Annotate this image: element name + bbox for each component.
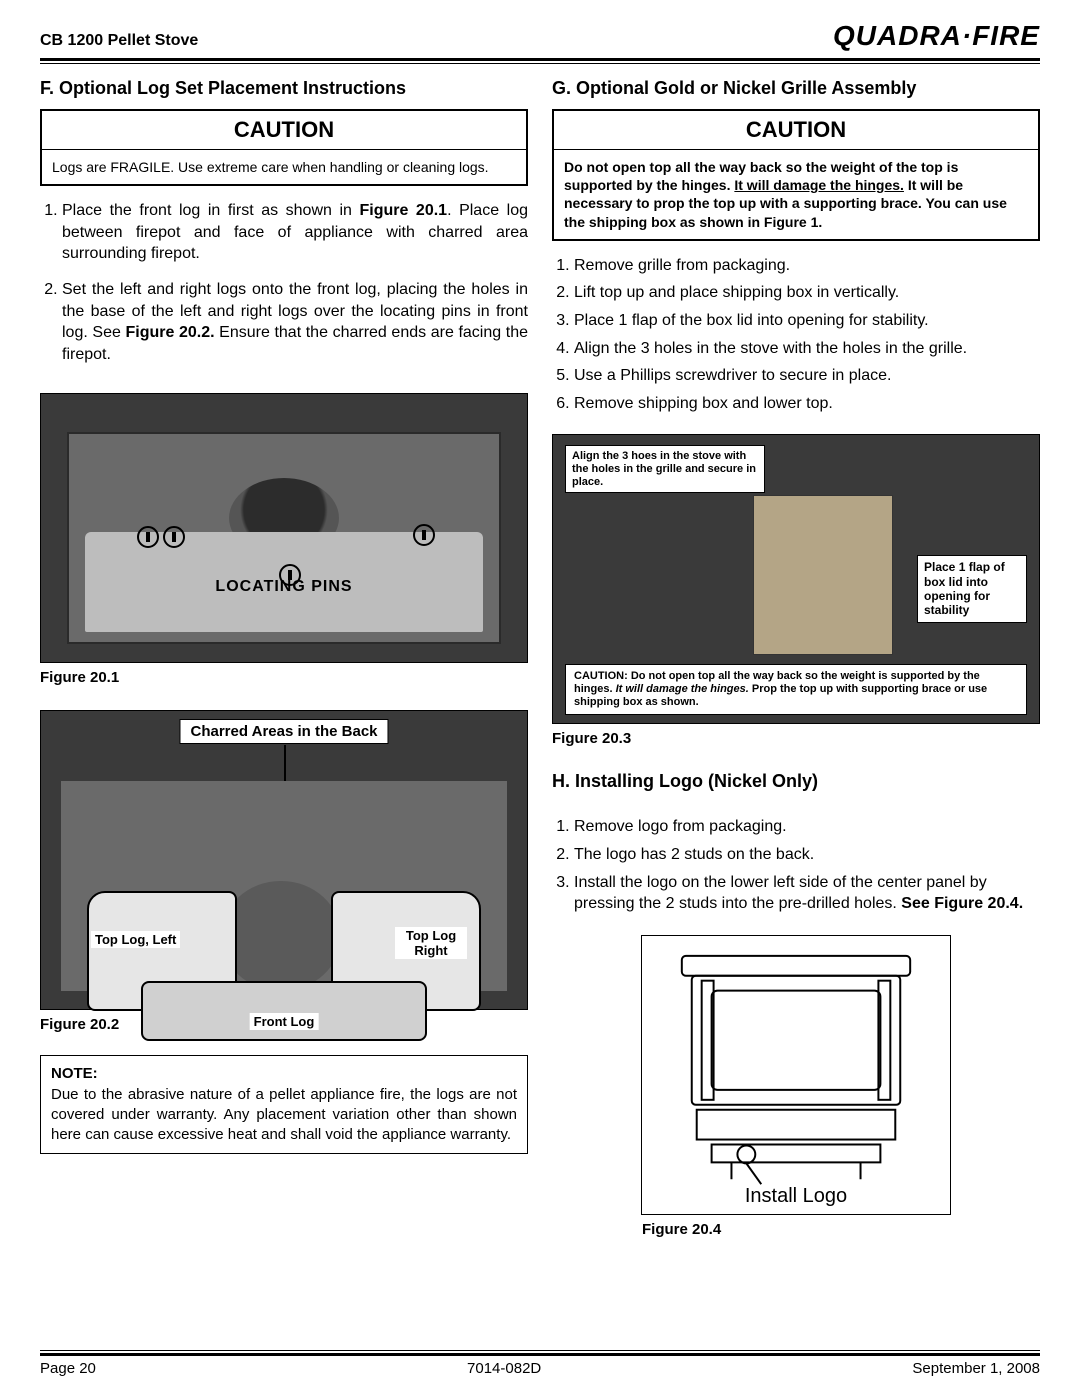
step-h2: The logo has 2 studs on the back.: [574, 844, 1040, 866]
figure-20-2: Charred Areas in the Back Top Log, Left …: [40, 710, 528, 1010]
fig2-firepot: [221, 881, 341, 991]
figure-20-3-caption: Figure 20.3: [552, 730, 1040, 747]
step-f2-figref: Figure 20.2.: [125, 324, 214, 341]
left-column: F. Optional Log Set Placement Instructio…: [40, 72, 528, 1340]
step-g1: Remove grille from packaging.: [574, 255, 1040, 277]
figure-20-4-caption: Figure 20.4: [642, 1221, 1040, 1238]
footer-date: September 1, 2008: [912, 1360, 1040, 1377]
header-rule-thin: [40, 63, 1040, 64]
fig2-front-log: [141, 981, 427, 1041]
section-h-title: H. Installing Logo (Nickel Only): [552, 771, 1040, 792]
step-f2: Set the left and right logs onto the fro…: [62, 279, 528, 365]
content-columns: F. Optional Log Set Placement Instructio…: [40, 72, 1040, 1340]
step-g6: Remove shipping box and lower top.: [574, 393, 1040, 415]
fig3-callout-caution: CAUTION: Do not open top all the way bac…: [565, 664, 1027, 716]
caution-body-f: Logs are FRAGILE. Use extreme care when …: [42, 150, 526, 184]
fig3-c3-i: It will damage the hinges.: [616, 683, 749, 695]
step-g5: Use a Phillips screwdriver to secure in …: [574, 365, 1040, 387]
header-rule-thick: [40, 58, 1040, 61]
stove-illustration: [642, 936, 950, 1214]
section-f-steps: Place the front log in first as shown in…: [62, 200, 528, 379]
fig2-label-right: Top Log Right: [395, 927, 467, 959]
caution-title-f: CAUTION: [42, 111, 526, 150]
right-column: G. Optional Gold or Nickel Grille Assemb…: [552, 72, 1040, 1340]
brand-logo: QUADRA·FIRE: [833, 20, 1040, 52]
fig2-interior: Top Log, Left Top Log Right Front Log: [61, 781, 507, 991]
step-g4: Align the 3 holes in the stove with the …: [574, 338, 1040, 360]
footer-doc: 7014-082D: [467, 1360, 541, 1377]
figure-20-1: LOCATING PINS: [40, 393, 528, 663]
figure-20-1-caption: Figure 20.1: [40, 669, 528, 686]
fig1-label: LOCATING PINS: [215, 578, 352, 596]
fig3-callout-flap: Place 1 flap of box lid into opening for…: [917, 555, 1027, 623]
step-f1-figref: Figure 20.1: [359, 202, 447, 219]
figure-20-3: Align the 3 hoes in the stove with the h…: [552, 434, 1040, 724]
section-f-title: F. Optional Log Set Placement Instructio…: [40, 78, 528, 99]
step-h3: Install the logo on the lower left side …: [574, 872, 1040, 915]
fig3-shipping-box: [753, 495, 893, 655]
section-g-steps: Remove grille from packaging. Lift top u…: [574, 255, 1040, 421]
step-h1: Remove logo from packaging.: [574, 816, 1040, 838]
figure-20-4: Install Logo: [641, 935, 951, 1215]
caution-title-g: CAUTION: [554, 111, 1038, 150]
fig1-interior: LOCATING PINS: [67, 432, 501, 644]
fig2-title: Charred Areas in the Back: [179, 719, 388, 744]
section-g-title: G. Optional Gold or Nickel Grille Assemb…: [552, 78, 1040, 99]
section-h-steps: Remove logo from packaging. The logo has…: [574, 816, 1040, 920]
fig4-install-logo-label: Install Logo: [642, 1185, 950, 1208]
product-title: CB 1200 Pellet Stove: [40, 32, 198, 50]
step-g2: Lift top up and place shipping box in ve…: [574, 282, 1040, 304]
footer-rule-thick: [40, 1353, 1040, 1356]
step-g3: Place 1 flap of the box lid into opening…: [574, 310, 1040, 332]
note-body: Due to the abrasive nature of a pellet a…: [51, 1086, 517, 1144]
step-h3-figref: See Figure 20.4.: [901, 895, 1023, 912]
fig3-callout-align: Align the 3 hoes in the stove with the h…: [565, 445, 765, 493]
caution-box-g: CAUTION Do not open top all the way back…: [552, 109, 1040, 241]
caution-g-underline: It will damage the hinges.: [734, 177, 904, 193]
caution-box-f: CAUTION Logs are FRAGILE. Use extreme ca…: [40, 109, 528, 186]
step-f1: Place the front log in first as shown in…: [62, 200, 528, 265]
fig2-label-front: Front Log: [250, 1013, 319, 1030]
page-footer: Page 20 7014-082D September 1, 2008: [40, 1360, 1040, 1377]
page-header: CB 1200 Pellet Stove QUADRA·FIRE: [40, 20, 1040, 52]
note-label: NOTE:: [51, 1065, 98, 1082]
note-box: NOTE: Due to the abrasive nature of a pe…: [40, 1055, 528, 1154]
fig2-label-left: Top Log, Left: [91, 931, 180, 948]
step-f1-a: Place the front log in first as shown in: [62, 202, 359, 219]
footer-page: Page 20: [40, 1360, 96, 1377]
footer-rule-thin: [40, 1350, 1040, 1351]
caution-body-g: Do not open top all the way back so the …: [554, 150, 1038, 239]
